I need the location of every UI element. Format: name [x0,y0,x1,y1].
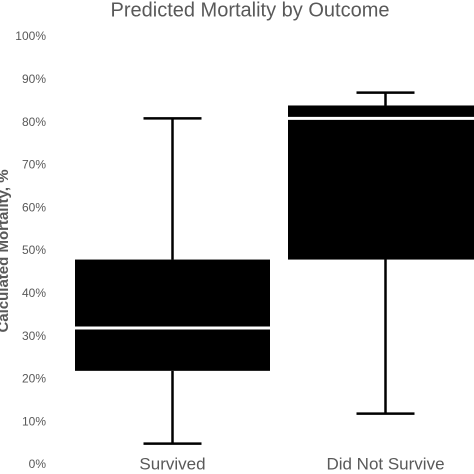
y-tick-label: 90% [22,72,46,86]
box [75,259,270,371]
y-tick-label: 60% [22,200,46,214]
y-axis-label: Calculated Mortality, % [0,169,12,332]
y-tick-label: 0% [29,457,47,471]
box [288,105,474,260]
y-tick-label: 40% [22,286,46,300]
x-tick-label: Did Not Survive [326,454,444,473]
x-tick-label: Survived [139,454,205,473]
y-tick-label: 50% [22,243,46,257]
y-tick-label: 30% [22,329,46,343]
chart-title: Predicted Mortality by Outcome [111,0,390,21]
y-tick-label: 70% [22,158,46,172]
y-tick-label: 80% [22,115,46,129]
y-tick-label: 100% [15,29,46,43]
y-tick-label: 10% [22,414,46,428]
y-tick-label: 20% [22,372,46,386]
